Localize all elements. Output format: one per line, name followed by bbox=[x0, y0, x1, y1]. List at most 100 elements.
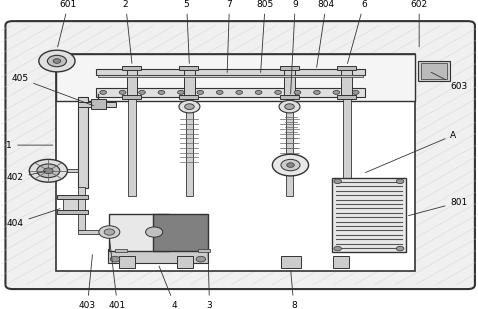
Circle shape bbox=[236, 91, 242, 94]
Circle shape bbox=[333, 91, 340, 94]
Text: 805: 805 bbox=[257, 0, 274, 73]
Bar bbox=[122, 66, 141, 70]
Bar bbox=[418, 61, 450, 81]
Circle shape bbox=[279, 100, 300, 113]
Bar bbox=[78, 97, 88, 188]
Bar bbox=[91, 99, 106, 109]
Text: 1: 1 bbox=[6, 141, 53, 150]
Text: 401: 401 bbox=[109, 241, 126, 309]
Text: 402: 402 bbox=[7, 171, 45, 182]
Circle shape bbox=[139, 91, 145, 94]
Circle shape bbox=[146, 227, 163, 237]
Circle shape bbox=[314, 91, 320, 94]
Circle shape bbox=[196, 256, 206, 262]
Bar bbox=[332, 178, 406, 252]
Bar bbox=[98, 75, 363, 77]
Circle shape bbox=[100, 91, 107, 94]
Text: 801: 801 bbox=[409, 198, 468, 216]
Bar bbox=[343, 98, 350, 197]
Circle shape bbox=[179, 100, 200, 113]
Bar bbox=[337, 95, 356, 99]
Bar bbox=[184, 70, 195, 98]
Bar bbox=[63, 198, 82, 212]
Bar bbox=[179, 95, 198, 99]
Text: 603: 603 bbox=[431, 72, 468, 91]
Circle shape bbox=[352, 91, 359, 94]
Bar bbox=[120, 256, 135, 268]
Bar bbox=[78, 230, 110, 234]
Bar bbox=[284, 70, 295, 98]
Bar bbox=[280, 95, 299, 99]
Bar bbox=[337, 66, 356, 70]
Text: 601: 601 bbox=[58, 0, 77, 47]
Bar bbox=[286, 98, 293, 197]
Bar bbox=[96, 88, 365, 97]
Circle shape bbox=[217, 91, 223, 94]
Bar bbox=[333, 256, 349, 268]
Circle shape bbox=[39, 50, 75, 72]
Bar bbox=[177, 256, 193, 268]
Bar bbox=[55, 54, 415, 271]
Text: 4: 4 bbox=[159, 266, 177, 309]
Text: A: A bbox=[366, 131, 456, 172]
Circle shape bbox=[29, 159, 67, 182]
Circle shape bbox=[158, 91, 165, 94]
Text: 404: 404 bbox=[7, 209, 60, 228]
Bar bbox=[127, 70, 138, 98]
Bar bbox=[281, 256, 302, 268]
Circle shape bbox=[272, 154, 309, 176]
Bar bbox=[341, 70, 352, 98]
Circle shape bbox=[255, 91, 262, 94]
Circle shape bbox=[396, 179, 404, 184]
Circle shape bbox=[47, 55, 66, 67]
Text: 2: 2 bbox=[123, 0, 132, 63]
Bar bbox=[108, 249, 208, 263]
Circle shape bbox=[334, 246, 341, 251]
Bar bbox=[280, 66, 299, 70]
Bar bbox=[198, 248, 210, 252]
Bar bbox=[57, 195, 88, 199]
Circle shape bbox=[37, 164, 60, 178]
Circle shape bbox=[334, 179, 341, 184]
Circle shape bbox=[177, 91, 184, 94]
Text: 602: 602 bbox=[411, 0, 428, 47]
Text: 804: 804 bbox=[316, 0, 335, 67]
Circle shape bbox=[110, 256, 120, 262]
Circle shape bbox=[396, 246, 404, 251]
Bar bbox=[129, 98, 136, 197]
Circle shape bbox=[287, 163, 294, 167]
Circle shape bbox=[185, 104, 194, 109]
Bar bbox=[78, 187, 85, 230]
Bar bbox=[78, 102, 116, 107]
Bar bbox=[96, 69, 365, 75]
Bar bbox=[109, 214, 169, 251]
Text: 6: 6 bbox=[348, 0, 367, 63]
Bar bbox=[55, 54, 415, 101]
Text: 7: 7 bbox=[227, 0, 232, 73]
Bar bbox=[179, 66, 198, 70]
Text: 403: 403 bbox=[79, 255, 96, 309]
Circle shape bbox=[119, 91, 126, 94]
FancyBboxPatch shape bbox=[5, 21, 475, 289]
Circle shape bbox=[99, 226, 120, 238]
Circle shape bbox=[294, 91, 301, 94]
Bar bbox=[57, 210, 88, 214]
Circle shape bbox=[104, 229, 115, 235]
Bar bbox=[185, 98, 193, 197]
Circle shape bbox=[53, 59, 61, 63]
Text: 5: 5 bbox=[184, 0, 189, 63]
Text: 9: 9 bbox=[291, 0, 298, 94]
Text: 3: 3 bbox=[206, 253, 212, 309]
Circle shape bbox=[275, 91, 282, 94]
Text: 405: 405 bbox=[11, 74, 93, 106]
Circle shape bbox=[285, 104, 294, 109]
Bar bbox=[66, 169, 78, 172]
Bar bbox=[115, 248, 127, 252]
Bar bbox=[421, 63, 447, 79]
Text: 8: 8 bbox=[291, 270, 297, 309]
Bar bbox=[153, 214, 208, 251]
Circle shape bbox=[197, 91, 204, 94]
Bar bbox=[122, 95, 141, 99]
Circle shape bbox=[281, 159, 300, 171]
Circle shape bbox=[43, 168, 53, 174]
